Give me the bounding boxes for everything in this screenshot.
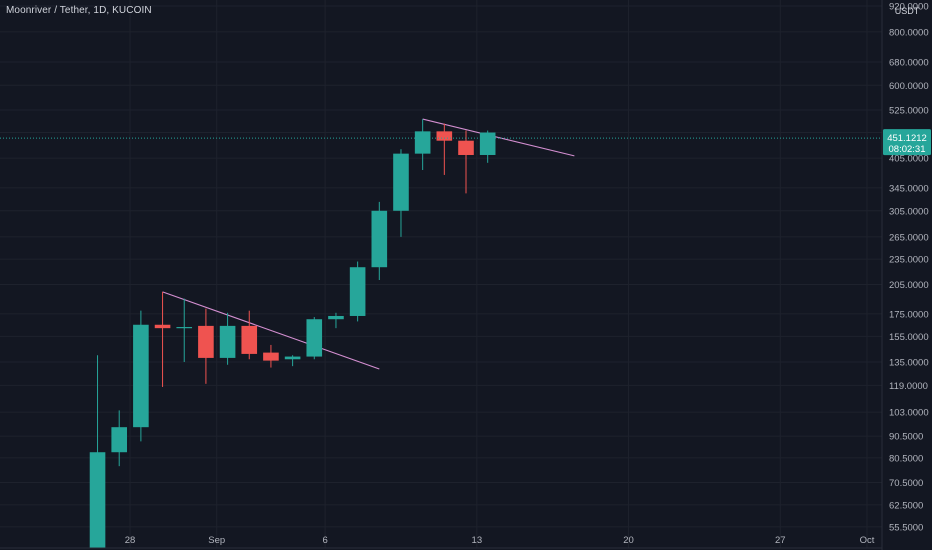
chart-title: Moonriver / Tether, 1D, KUCOIN: [6, 5, 152, 16]
candle-up[interactable]: [393, 149, 409, 237]
candle-body: [111, 427, 128, 453]
time-tick-label: 27: [775, 535, 786, 546]
price-tick-label: 103.0000: [889, 408, 929, 419]
grid-lines: [0, 0, 882, 548]
price-axis-unit: USDT: [895, 6, 920, 16]
candle-body: [241, 325, 258, 354]
price-tick-label: 80.5000: [889, 453, 923, 464]
price-tick-label: 680.0000: [889, 58, 929, 69]
price-tick-label: 70.5000: [889, 478, 923, 489]
candle-body: [89, 452, 106, 548]
candle-up[interactable]: [133, 310, 149, 442]
candle-down[interactable]: [436, 123, 453, 175]
candle-body: [284, 356, 301, 360]
candle-down[interactable]: [198, 308, 214, 384]
candle-down[interactable]: [154, 291, 171, 387]
price-tick-label: 90.5000: [889, 432, 923, 443]
candle-up[interactable]: [176, 298, 193, 362]
candle-up[interactable]: [306, 317, 323, 360]
candle-body: [436, 131, 453, 141]
candle-body: [479, 132, 496, 155]
price-tick-label: 600.0000: [889, 81, 929, 92]
candle-up[interactable]: [111, 410, 128, 467]
price-tick-label: 205.0000: [889, 280, 929, 291]
candle-body: [393, 153, 409, 211]
price-tick-label: 135.0000: [889, 357, 929, 368]
candle-down[interactable]: [263, 344, 279, 368]
candle-down[interactable]: [458, 130, 474, 194]
price-tick-label: 305.0000: [889, 206, 929, 217]
price-tick-label: 62.5000: [889, 500, 923, 511]
candle-up[interactable]: [328, 312, 344, 329]
price-tick-label: 119.0000: [889, 381, 928, 392]
time-tick-label: Sep: [208, 535, 225, 546]
time-tick-label: 6: [322, 535, 327, 546]
candle-body: [133, 324, 149, 428]
price-tick-label: 345.0000: [889, 183, 929, 194]
time-tick-label: Oct: [860, 535, 875, 546]
candle-up[interactable]: [89, 355, 106, 548]
candle-body: [371, 210, 388, 268]
time-tick-label: 13: [472, 535, 483, 546]
price-tick-label: 235.0000: [889, 255, 929, 266]
price-tick-label: 55.5000: [889, 522, 923, 533]
candles[interactable]: [89, 119, 496, 548]
price-tick-label: 405.0000: [889, 154, 929, 165]
candle-up[interactable]: [414, 119, 431, 170]
trendlines[interactable]: [162, 118, 575, 370]
candle-body: [219, 325, 236, 358]
time-tick-label: 20: [623, 535, 634, 546]
trendline[interactable]: [422, 118, 575, 157]
price-tick-label: 525.0000: [889, 106, 929, 117]
candle-body: [198, 325, 214, 358]
candle-body: [328, 315, 344, 320]
last-price-value: 451.1212: [887, 133, 927, 144]
candle-body: [154, 324, 171, 329]
last-price-countdown: 08:02:31: [889, 144, 926, 155]
candle-down[interactable]: [241, 310, 258, 360]
candle-body: [414, 131, 431, 154]
candle-up[interactable]: [219, 312, 236, 365]
price-tick-label: 175.0000: [889, 309, 929, 320]
candle-up[interactable]: [371, 201, 388, 281]
candle-body: [306, 319, 323, 357]
time-tick-label: 28: [125, 535, 136, 546]
price-tick-label: 155.0000: [889, 332, 929, 343]
price-tick-label: 920.0000: [889, 1, 929, 12]
candle-body: [349, 267, 366, 316]
candle-body: [263, 352, 279, 361]
price-tick-label: 800.0000: [889, 27, 929, 38]
price-tick-label: 265.0000: [889, 232, 929, 243]
time-axis[interactable]: 28 Sep 6 13 20 27 Oct: [0, 535, 882, 549]
candle-body: [176, 327, 193, 329]
price-axis[interactable]: 920.0000 800.0000 680.0000 600.0000 525.0000…: [881, 0, 929, 550]
candle-body: [458, 140, 474, 155]
trendline[interactable]: [162, 291, 380, 370]
candle-up[interactable]: [284, 355, 301, 367]
last-price-badge: [883, 129, 931, 156]
candle-up[interactable]: [349, 261, 366, 322]
